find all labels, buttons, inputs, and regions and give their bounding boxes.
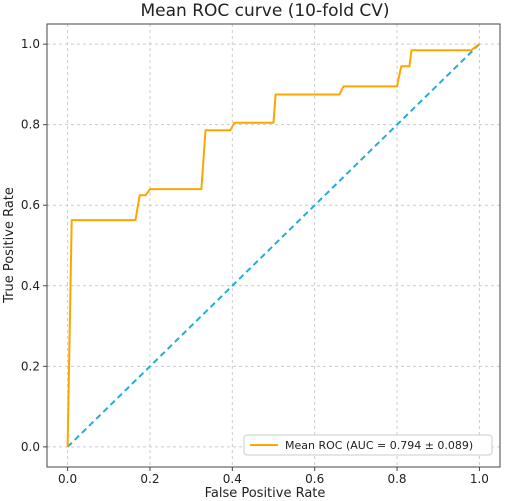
x-axis-ticks: 0.0 0.2 0.4 0.6 0.8 1.0 <box>58 467 489 486</box>
plot-area-frame <box>46 23 501 468</box>
y-tick-label: 0.8 <box>21 118 40 132</box>
x-tick-label: 0.2 <box>140 472 159 486</box>
y-tick-label: 1.0 <box>21 37 40 51</box>
series-line-chance-diagonal <box>66 43 481 448</box>
grid <box>47 24 500 467</box>
chart-title: Mean ROC curve (10-fold CV) <box>140 1 389 21</box>
legend: Mean ROC (AUC = 0.794 ± 0.089) <box>243 434 493 456</box>
legend-box <box>243 434 493 456</box>
y-tick-label: 0.6 <box>21 198 40 212</box>
y-tick-label: 0.4 <box>21 279 40 293</box>
y-axis-ticks: 0.0 0.2 0.4 0.6 0.8 1.0 <box>21 37 47 454</box>
series-line-mean-roc <box>66 43 480 447</box>
legend-label-mean-roc: Mean ROC (AUC = 0.794 ± 0.089) <box>285 439 473 452</box>
x-tick-label: 0.8 <box>387 472 406 486</box>
y-tick-label: 0.0 <box>21 440 40 454</box>
x-tick-label: 0.0 <box>58 472 77 486</box>
y-axis-label: True Positive Rate <box>2 187 17 304</box>
x-axis-label: False Positive Rate <box>205 486 326 501</box>
y-tick-label: 0.2 <box>21 359 40 373</box>
x-tick-label: 0.4 <box>223 472 242 486</box>
series-layer <box>66 43 481 448</box>
x-tick-label: 0.6 <box>305 472 324 486</box>
x-tick-label: 1.0 <box>470 472 489 486</box>
